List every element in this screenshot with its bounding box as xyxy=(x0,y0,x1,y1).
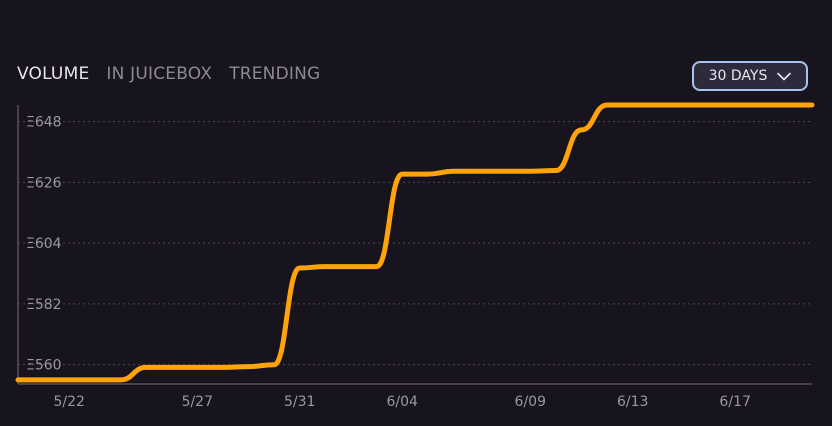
x-tick-label: 5/31 xyxy=(284,394,315,410)
y-tick-label: Ξ604 xyxy=(26,236,62,252)
x-tick-label: 6/09 xyxy=(515,394,546,410)
x-tick-label: 6/13 xyxy=(617,394,648,410)
chart-axes xyxy=(17,105,812,385)
y-axis-ticks: Ξ560 Ξ582 Ξ604 Ξ626 Ξ648 xyxy=(26,115,62,374)
tab-bar: VOLUME IN JUICEBOX TRENDING xyxy=(17,64,320,84)
y-tick-label: Ξ648 xyxy=(26,115,62,131)
grid-lines xyxy=(18,121,812,366)
x-tick-label: 6/04 xyxy=(386,394,418,410)
x-tick-label: 6/17 xyxy=(719,394,750,410)
y-tick-label: Ξ582 xyxy=(26,297,62,313)
tab-in-juicebox[interactable]: IN JUICEBOX xyxy=(106,64,213,84)
x-tick-label: 5/22 xyxy=(53,394,84,410)
range-selector-button[interactable]: 30 DAYS xyxy=(692,61,808,91)
y-tick-label: Ξ560 xyxy=(26,358,62,374)
range-selector-label: 30 DAYS xyxy=(708,68,768,84)
x-axis-ticks: 5/22 5/27 5/31 6/04 6/09 6/13 6/17 xyxy=(53,394,750,410)
tab-volume[interactable]: VOLUME xyxy=(17,64,90,84)
x-tick-label: 5/27 xyxy=(182,394,213,410)
volume-series-line xyxy=(15,102,815,383)
y-tick-label: Ξ626 xyxy=(26,175,62,191)
chevron-down-icon xyxy=(777,72,792,81)
tab-trending[interactable]: TRENDING xyxy=(229,64,321,84)
series-group xyxy=(15,102,815,383)
